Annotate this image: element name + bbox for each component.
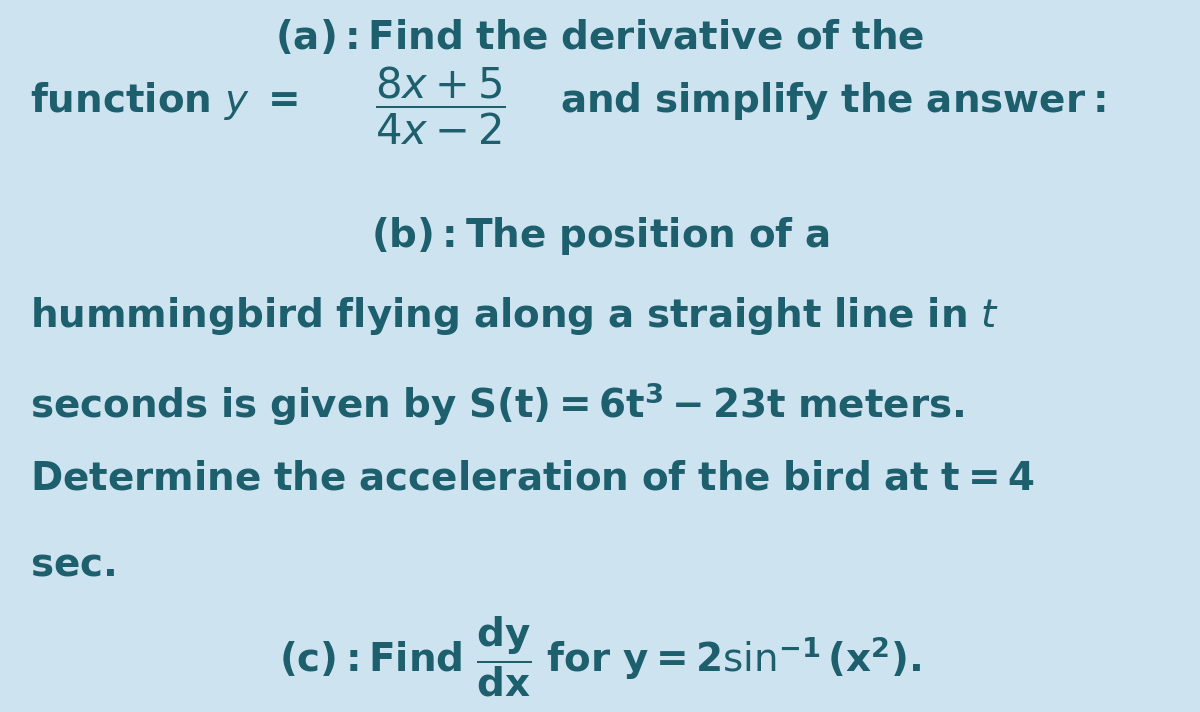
Text: $\bf{seconds\ is\ given\ by}\ S(t) = 6t^3 - 23t\ \bf{meters.}$: $\bf{seconds\ is\ given\ by}\ S(t) = 6t^… xyxy=(30,380,965,428)
Text: $\bf{(a): Find\ the\ derivative\ of\ the}$: $\bf{(a): Find\ the\ derivative\ of\ the… xyxy=(275,18,925,57)
Text: $\bf{and\ simplify\ the\ answer:}$: $\bf{and\ simplify\ the\ answer:}$ xyxy=(560,80,1105,122)
Text: $\bf{(b): The\ position\ of\ a}$: $\bf{(b): The\ position\ of\ a}$ xyxy=(371,215,829,257)
Text: $\dfrac{8x+5}{4x-2}$: $\dfrac{8x+5}{4x-2}$ xyxy=(374,65,505,147)
Text: $\bf{sec.}$: $\bf{sec.}$ xyxy=(30,545,115,583)
Text: $\bf{(c): Find}\ \dfrac{dy}{dx}\ \bf{for}\ y = 2\sin^{-1}(x^2).$: $\bf{(c): Find}\ \dfrac{dy}{dx}\ \bf{for… xyxy=(278,615,922,699)
Text: $\bf{hummingbird\ flying\ along\ a\ straight\ line\ in}\ \mathit{t}$: $\bf{hummingbird\ flying\ along\ a\ stra… xyxy=(30,295,998,337)
Text: $\bf{function}\ \mathit{y}\ \bf{=}$: $\bf{function}\ \mathit{y}\ \bf{=}$ xyxy=(30,80,298,122)
Text: $\bf{Determine\ the\ acceleration\ of\ the\ bird\ at\ t = 4}$: $\bf{Determine\ the\ acceleration\ of\ t… xyxy=(30,460,1034,498)
